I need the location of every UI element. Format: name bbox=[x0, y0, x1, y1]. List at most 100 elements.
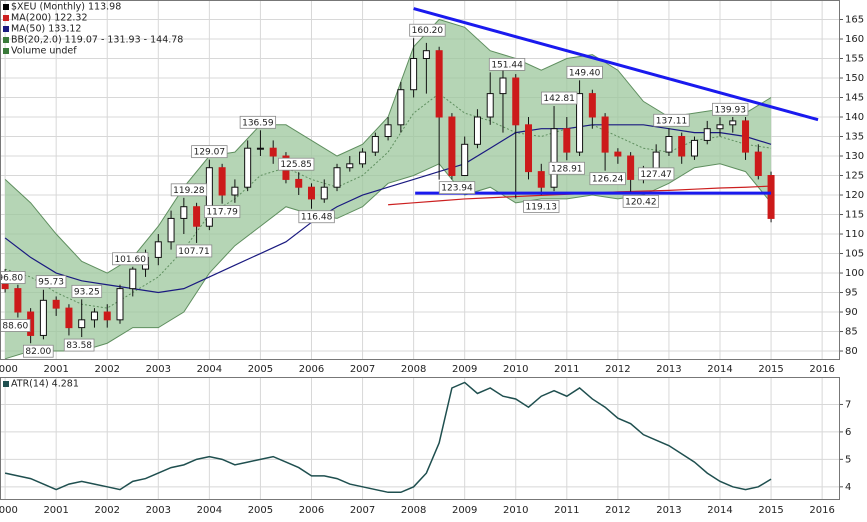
price-label: 123.94 bbox=[441, 184, 473, 194]
y-tick-label: 85 bbox=[845, 327, 858, 338]
x-tick-label: 2008 bbox=[401, 505, 426, 516]
candle-body bbox=[716, 124, 724, 130]
x-tick-label: 2003 bbox=[146, 364, 171, 375]
candle-body bbox=[180, 206, 188, 219]
x-tick-label: 2009 bbox=[452, 505, 477, 516]
price-label: 96.80 bbox=[0, 274, 23, 284]
plot-area: 160.20 151.44 149.40 142.81 139.93 137.11 136.… bbox=[0, 7, 819, 360]
candle-body bbox=[52, 299, 60, 309]
y-tick-label: 160 bbox=[845, 34, 864, 45]
x-tick-label: 2001 bbox=[43, 505, 68, 516]
price-label: 160.20 bbox=[412, 26, 444, 36]
legend-label: BB(20,2.0) 119.07 - 131.93 - 144.78 bbox=[11, 35, 183, 46]
x-tick-label: 2000 bbox=[0, 505, 18, 516]
y-tick-label: 100 bbox=[845, 268, 864, 279]
candle-body bbox=[167, 217, 175, 243]
legend-swatch bbox=[3, 37, 9, 43]
candle-body bbox=[627, 155, 635, 180]
legend-swatch bbox=[3, 48, 9, 54]
x-tick-label: 2014 bbox=[707, 505, 732, 516]
panel-frame bbox=[0, 0, 840, 360]
price-label-box bbox=[409, 23, 446, 37]
candle-body bbox=[588, 93, 596, 118]
x-tick-label: 2007 bbox=[350, 364, 375, 375]
price-label-box bbox=[566, 65, 603, 79]
candle-body bbox=[754, 151, 762, 177]
x-tick-label: 2013 bbox=[656, 364, 681, 375]
y-tick-label: 130 bbox=[845, 151, 864, 162]
price-label-box bbox=[63, 338, 95, 352]
price-label-box bbox=[23, 344, 54, 358]
price-label: 82.00 bbox=[25, 347, 51, 357]
price-label: 119.28 bbox=[173, 186, 205, 196]
y-tick-label: 135 bbox=[845, 132, 864, 143]
x-tick-label: 2003 bbox=[146, 505, 171, 516]
candle-body bbox=[486, 93, 494, 118]
x-tick-label: 2013 bbox=[656, 505, 681, 516]
candle-body bbox=[422, 50, 430, 60]
x-tick-label: 2016 bbox=[809, 505, 834, 516]
candle-body bbox=[129, 268, 137, 290]
candle-body bbox=[193, 206, 201, 227]
candle-body bbox=[742, 120, 750, 153]
x-tick-label: 2016 bbox=[809, 364, 834, 375]
x-tick-label: 2004 bbox=[197, 364, 222, 375]
x-tick-label: 2011 bbox=[554, 505, 579, 516]
y-tick-label: 4 bbox=[845, 482, 851, 493]
candle-body bbox=[678, 136, 686, 157]
candle-body bbox=[614, 151, 622, 157]
x-tick-label: 2011 bbox=[554, 364, 579, 375]
price-label-box bbox=[170, 183, 208, 197]
candle-body bbox=[39, 299, 47, 336]
price-label: 83.58 bbox=[66, 341, 92, 351]
x-tick-label: 2006 bbox=[299, 505, 324, 516]
candle-body bbox=[154, 241, 162, 258]
candle-body bbox=[448, 116, 456, 177]
panel-frame bbox=[0, 377, 840, 500]
price-label: 125.85 bbox=[280, 160, 312, 170]
candle-body bbox=[576, 93, 584, 153]
candle-body bbox=[103, 311, 111, 321]
candle-body bbox=[65, 307, 73, 329]
y-tick-label: 110 bbox=[845, 229, 864, 240]
x-tick-label: 2005 bbox=[248, 364, 273, 375]
price-label-box bbox=[239, 115, 277, 129]
y-tick-label: 145 bbox=[845, 93, 864, 104]
candle-body bbox=[78, 319, 86, 329]
price-label: 107.71 bbox=[178, 247, 210, 257]
legend-label: ATR(14) 4.281 bbox=[11, 379, 79, 390]
x-tick-label: 2002 bbox=[95, 505, 120, 516]
price-label-box bbox=[203, 205, 241, 219]
candle-body bbox=[601, 116, 609, 153]
x-tick-label: 2002 bbox=[95, 364, 120, 375]
y-tick-label: 165 bbox=[845, 15, 864, 26]
x-tick-label: 2015 bbox=[758, 505, 783, 516]
price-label-box bbox=[638, 167, 675, 181]
price-label-box bbox=[278, 157, 315, 171]
candle-body bbox=[256, 147, 264, 150]
x-tick-label: 2012 bbox=[605, 505, 630, 516]
candle-body bbox=[703, 128, 711, 141]
price-label-box bbox=[488, 57, 526, 71]
x-tick-label: 2004 bbox=[197, 505, 222, 516]
y-tick-label: 115 bbox=[845, 210, 864, 221]
candle-body bbox=[550, 128, 558, 188]
x-tick-label: 2008 bbox=[401, 364, 426, 375]
legend-label: MA(50) 133.12 bbox=[11, 24, 81, 35]
x-tick-label: 2015 bbox=[758, 364, 783, 375]
grid bbox=[0, 377, 840, 500]
price-label: 116.48 bbox=[301, 213, 333, 223]
candle-body bbox=[205, 167, 213, 227]
legend-swatch bbox=[3, 26, 9, 32]
price-label: 117.79 bbox=[206, 208, 238, 218]
candle-body bbox=[269, 147, 277, 157]
y-tick-label: 105 bbox=[845, 249, 864, 260]
legend-label: MA(200) 122.32 bbox=[11, 13, 88, 24]
x-tick-label: 2001 bbox=[43, 364, 68, 375]
price-label: 93.25 bbox=[74, 287, 100, 297]
candle-body bbox=[90, 311, 98, 321]
price-label-box bbox=[0, 271, 26, 284]
candle-body bbox=[320, 186, 328, 200]
